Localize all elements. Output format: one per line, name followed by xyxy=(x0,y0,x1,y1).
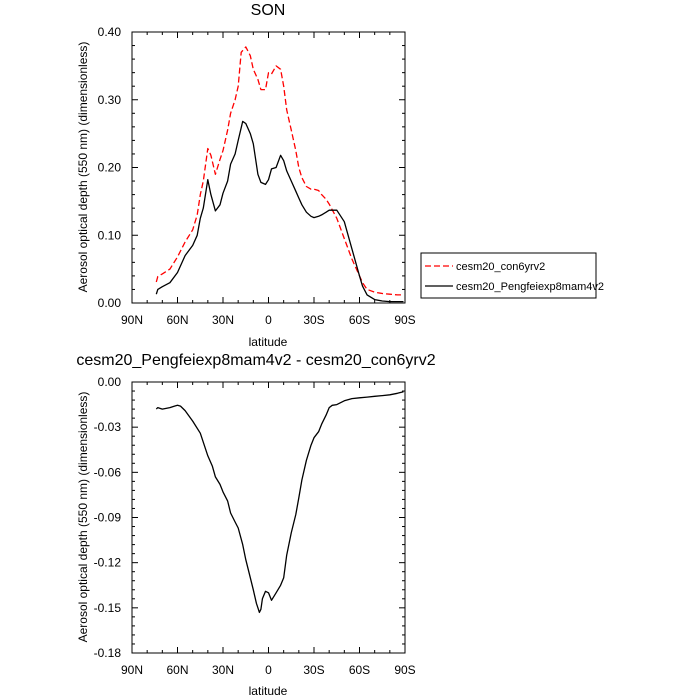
bottom-y-tick-label: -0.09 xyxy=(94,511,122,525)
bottom-x-tick-label: 60N xyxy=(166,663,188,677)
bottom-y-tick-label: -0.03 xyxy=(94,420,122,434)
top-plot-series xyxy=(155,46,404,303)
bottom-y-tick-label: 0.00 xyxy=(98,375,122,389)
top-y-tick-label: 0.40 xyxy=(98,25,122,39)
legend-label-con6yrv2: cesm20_con6yrv2 xyxy=(456,261,545,273)
top-x-tick-label: 60N xyxy=(166,313,188,327)
top-x-tick-label: 90S xyxy=(394,313,415,327)
bottom-x-tick-label: 30S xyxy=(303,663,324,677)
top-x-tick-label: 0 xyxy=(265,313,272,327)
bottom-y-tick-label: -0.12 xyxy=(94,556,122,570)
top-plot-title: SON xyxy=(251,2,286,19)
top-plot-y-tick-labels: 0.00 0.10 0.20 0.30 0.40 xyxy=(98,25,122,310)
bottom-plot-ticks xyxy=(131,381,406,654)
bottom-plot-frame xyxy=(131,381,406,654)
top-plot: SON 0.00 0.10 0.20 0.30 0.40 90N 60N 30N 0 30S 60… xyxy=(76,2,416,349)
bottom-y-tick-label: -0.15 xyxy=(94,601,122,615)
bottom-x-tick-label: 30N xyxy=(212,663,234,677)
bottom-y-tick-label: -0.06 xyxy=(94,465,122,479)
bottom-plot: cesm20_Pengfeiexp8mam4v2 - cesm20_con6yr… xyxy=(76,352,436,698)
top-plot-y-label: Aerosol optical depth (550 nm) (dimensio… xyxy=(76,42,90,293)
bottom-plot-title: cesm20_Pengfeiexp8mam4v2 - cesm20_con6yr… xyxy=(76,352,435,369)
top-y-tick-label: 0.00 xyxy=(98,296,122,310)
bottom-plot-y-label: Aerosol optical depth (550 nm) (dimensio… xyxy=(76,392,90,643)
top-x-tick-label: 30S xyxy=(303,313,324,327)
bottom-plot-series xyxy=(155,391,404,614)
top-x-tick-label: 90N xyxy=(121,313,143,327)
bottom-y-tick-label: -0.18 xyxy=(94,646,122,660)
bottom-series-line-0 xyxy=(155,391,404,614)
top-y-tick-label: 0.30 xyxy=(98,93,122,107)
top-series-line-0 xyxy=(155,46,404,296)
top-plot-x-label: latitude xyxy=(249,335,288,349)
bottom-plot-x-tick-labels: 90N 60N 30N 0 30S 60S 90S xyxy=(121,663,416,677)
legend-label-pengfei: cesm20_Pengfeiexp8mam4v2 xyxy=(456,281,604,293)
legend: cesm20_con6yrv2 cesm20_Pengfeiexp8mam4v2 xyxy=(420,252,604,299)
top-y-tick-label: 0.20 xyxy=(98,161,122,175)
top-x-tick-label: 30N xyxy=(212,313,234,327)
bottom-x-tick-label: 90S xyxy=(394,663,415,677)
top-x-tick-label: 60S xyxy=(349,313,370,327)
bottom-plot-x-label: latitude xyxy=(249,684,288,698)
bottom-plot-y-tick-labels: -0.18 -0.15 -0.12 -0.09 -0.06 -0.03 0.00 xyxy=(94,375,122,660)
top-series-line-1 xyxy=(155,120,404,303)
top-plot-x-tick-labels: 90N 60N 30N 0 30S 60S 90S xyxy=(121,313,416,327)
bottom-x-tick-label: 60S xyxy=(349,663,370,677)
top-y-tick-label: 0.10 xyxy=(98,228,122,242)
legend-box xyxy=(420,252,597,299)
top-plot-frame xyxy=(131,31,406,304)
bottom-x-tick-label: 0 xyxy=(265,663,272,677)
bottom-x-tick-label: 90N xyxy=(121,663,143,677)
